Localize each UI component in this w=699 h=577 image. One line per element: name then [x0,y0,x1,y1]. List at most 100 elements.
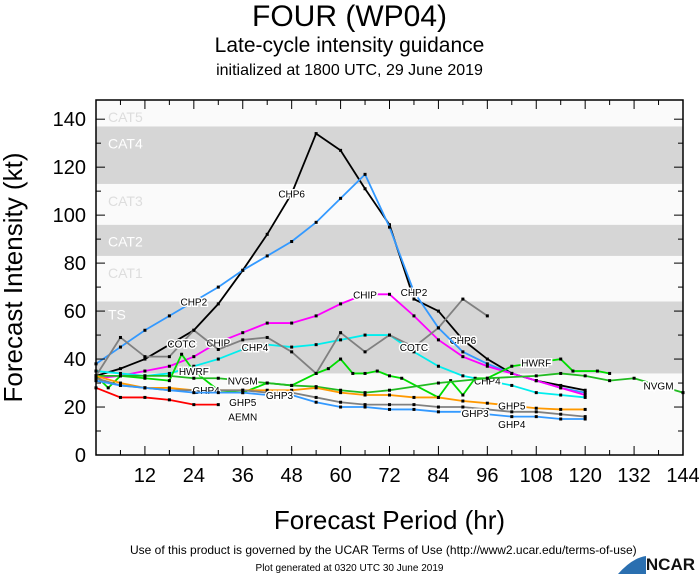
data-point [559,383,563,387]
band-label: CAT1 [108,265,143,281]
ncar-logo: NCAR [617,555,695,575]
data-point [510,415,514,419]
data-point [485,376,489,380]
series-label: HWRF [179,367,209,378]
data-point [583,407,587,411]
series-label: CHP2 [180,297,207,308]
data-point [290,391,294,395]
data-point [510,383,514,387]
data-point [167,364,171,368]
data-point [436,338,440,342]
data-point [363,371,367,375]
data-point [314,314,318,318]
data-point [583,388,587,392]
series-label: COTC [400,343,428,354]
data-point [363,187,367,191]
data-point [449,379,453,383]
data-point [388,225,391,229]
data-point [192,403,196,407]
series-label: CHP6 [278,190,305,201]
data-point [461,350,465,354]
data-point [339,196,343,200]
data-point [412,345,416,349]
data-point [461,405,465,409]
data-point [290,321,294,325]
data-point [216,376,220,380]
data-point [143,374,147,378]
data-point [167,371,171,375]
data-point [339,338,343,342]
data-point [241,331,245,335]
data-point [314,371,318,375]
data-point [265,321,269,325]
band-label: CAT2 [108,234,143,250]
series-hwrf: HWRF HWRF [94,352,612,399]
data-point [143,376,147,380]
data-point [192,364,196,368]
series-aemn: AEMN [94,386,259,425]
data-point [339,331,343,335]
data-point [314,220,318,224]
data-point [290,240,294,244]
data-point [436,410,440,414]
series-label: AEMN [228,413,257,424]
data-point [363,391,367,395]
x-tick-label: 60 [329,465,351,487]
data-point [363,393,367,397]
y-axis-label: Forecast Intensity (kt) [0,153,28,403]
data-point [290,383,294,387]
data-point [559,407,563,411]
data-point [351,371,355,375]
data-point [241,268,245,272]
data-point [363,403,367,407]
chart-subtitle: Late-cycle intensity guidance [214,34,485,57]
data-point [290,388,294,392]
series-label: GHP3 [461,409,489,420]
data-point [461,410,465,414]
data-point [534,410,538,414]
data-point [388,407,391,411]
data-point [118,371,122,375]
band-label: TS [108,306,126,322]
data-point [485,364,489,368]
x-tick-label: 108 [520,465,553,487]
data-point [436,309,440,313]
series-label: GHP4 [498,420,526,431]
data-point [167,355,171,359]
series-nvgm: NVGM NVGM [94,371,685,395]
data-point [118,335,122,339]
data-point [314,386,318,390]
data-point [534,379,538,383]
data-point [608,371,612,375]
data-point [388,388,391,392]
data-point [583,415,587,419]
data-point [118,381,122,385]
data-point [363,172,367,176]
x-tick-label: 84 [427,465,449,487]
data-point [485,401,489,405]
data-point [375,369,379,373]
band-label: CAT3 [108,193,143,209]
data-point [216,357,220,361]
data-point [143,369,147,373]
data-point [363,350,367,354]
data-point [339,391,343,395]
y-tick-label: 140 [53,109,86,131]
data-point [192,328,196,332]
data-point [290,345,294,349]
data-point [167,379,171,383]
y-tick-label: 120 [53,157,86,179]
data-point [559,417,563,421]
data-point [339,400,343,404]
data-point [388,223,391,227]
data-point [534,406,538,410]
data-point [241,391,245,395]
data-point [363,292,367,296]
data-point [143,395,147,399]
data-point [436,381,440,385]
data-point [180,352,184,356]
band-label: CAT4 [108,135,143,151]
data-point [265,254,269,258]
data-point [485,407,489,411]
